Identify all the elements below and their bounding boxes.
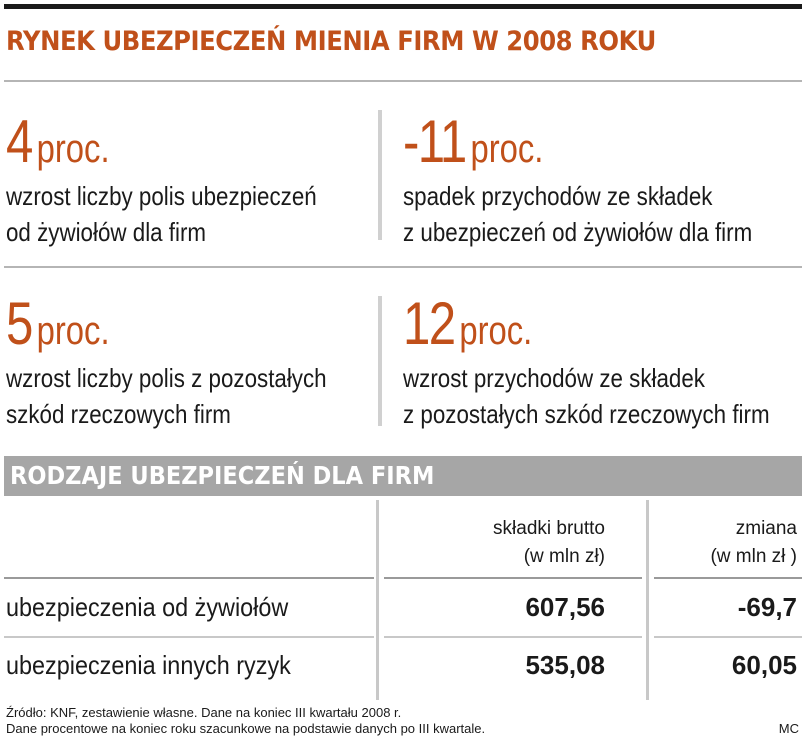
author-initials: MC xyxy=(778,721,799,736)
stat-description-line: spadek przychodów ze składek xyxy=(403,181,713,211)
table-row-label: ubezpieczenia od żywiołów xyxy=(6,592,289,622)
column-header-line: składki brutto xyxy=(493,518,605,539)
column-header-line: (w mln zł) xyxy=(523,546,605,567)
title-divider xyxy=(4,80,802,82)
table-row-rule xyxy=(384,636,642,638)
stat-description-line: szkód rzeczowych firm xyxy=(6,399,231,429)
stat-description: wzrost liczby polis ubezpieczeń od żywio… xyxy=(6,178,317,250)
stat-unit: proc. xyxy=(36,309,110,353)
stat-figure: -11 proc. xyxy=(403,112,736,172)
table-column-divider xyxy=(376,500,379,700)
table-header-rule xyxy=(4,577,374,579)
column-header-line: (w mln zł ) xyxy=(710,546,797,567)
stat-description-line: wzrost przychodów ze składek xyxy=(403,363,705,393)
stat-number: -11 xyxy=(403,108,467,175)
table-column-divider xyxy=(646,500,649,700)
column-header-change: zmiana (w mln zł ) xyxy=(710,515,797,571)
stat-description-line: wzrost liczby polis ubezpieczeń xyxy=(6,181,317,211)
stat-figure: 4 proc. xyxy=(6,112,302,172)
stat-description-line: wzrost liczby polis z pozostałych xyxy=(6,363,327,393)
section-title: RODZAJE UBEZPIECZEŃ DLA FIRM xyxy=(10,461,435,490)
top-rule xyxy=(4,4,802,9)
stat-unit: proc. xyxy=(36,127,110,171)
stat-number: 4 xyxy=(6,108,33,175)
stat-block-1: 4 proc. wzrost liczby polis ubezpieczeń o… xyxy=(6,112,367,250)
stat-description-line: z pozostałych szkód rzeczowych firm xyxy=(403,399,770,429)
footnote-note: Dane procentowe na koniec roku szacunkow… xyxy=(6,721,486,736)
table-row-rule xyxy=(4,636,374,638)
column-divider xyxy=(378,296,382,426)
row-divider xyxy=(4,266,802,268)
table-row-label: ubezpieczenia innych ryzyk xyxy=(6,650,291,680)
section-header: RODZAJE UBEZPIECZEŃ DLA FIRM xyxy=(4,456,802,496)
column-header-premiums: składki brutto (w mln zł) xyxy=(493,515,605,571)
column-header-line: zmiana xyxy=(735,518,797,539)
stat-description: spadek przychodów ze składek z ubezpiecz… xyxy=(403,178,752,250)
stat-description: wzrost liczby polis z pozostałych szkód … xyxy=(6,360,327,432)
stat-description: wzrost przychodów ze składek z pozostały… xyxy=(403,360,770,432)
stat-number: 12 xyxy=(403,290,456,357)
stat-unit: proc. xyxy=(459,309,533,353)
footnote-source: Źródło: KNF, zestawienie własne. Dane na… xyxy=(6,705,402,720)
stat-number: 5 xyxy=(6,290,33,357)
stat-block-4: 12 proc. wzrost przychodów ze składek z p… xyxy=(403,294,805,432)
stat-block-3: 5 proc. wzrost liczby polis z pozostałych… xyxy=(6,294,379,432)
column-divider xyxy=(378,110,382,240)
stat-description-line: od żywiołów dla firm xyxy=(6,217,207,247)
stat-description-line: z ubezpieczeń od żywiołów dla firm xyxy=(403,217,753,247)
main-title: RYNEK UBEZPIECZEŃ MIENIA FIRM W 2008 ROK… xyxy=(6,26,656,57)
table-header-rule xyxy=(384,577,642,579)
table-cell-change: -69,7 xyxy=(737,592,797,622)
table-cell-change: 60,05 xyxy=(731,650,797,680)
stat-block-2: -11 proc. spadek przychodów ze składek z … xyxy=(403,112,805,250)
table-cell-premiums: 535,08 xyxy=(525,650,605,680)
table-header-rule xyxy=(654,577,802,579)
table-cell-premiums: 607,56 xyxy=(525,592,605,622)
table-row-rule xyxy=(654,636,802,638)
stat-figure: 5 proc. xyxy=(6,294,312,354)
stat-unit: proc. xyxy=(470,127,544,171)
stat-figure: 12 proc. xyxy=(403,294,753,354)
